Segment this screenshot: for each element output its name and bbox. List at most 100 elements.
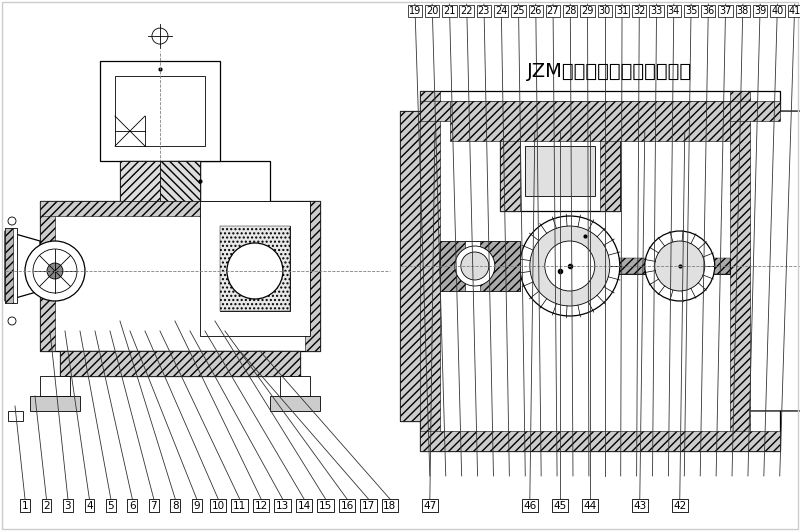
Text: 21: 21 — [443, 6, 455, 16]
Text: 10: 10 — [211, 501, 225, 511]
Text: JZM型系列传动端部件结构图: JZM型系列传动端部件结构图 — [527, 62, 692, 81]
Text: 14: 14 — [298, 501, 310, 511]
Text: 16: 16 — [340, 501, 354, 511]
Text: 17: 17 — [362, 501, 375, 511]
Bar — [60, 351, 300, 376]
Circle shape — [47, 263, 63, 279]
Bar — [420, 91, 440, 451]
Bar — [420, 101, 780, 121]
Text: 30: 30 — [598, 6, 611, 16]
Bar — [100, 61, 220, 161]
Text: 39: 39 — [754, 6, 766, 16]
Text: 5: 5 — [107, 501, 114, 511]
Text: 31: 31 — [616, 6, 628, 16]
Circle shape — [461, 252, 489, 280]
Bar — [120, 161, 160, 201]
Text: 22: 22 — [461, 6, 473, 16]
Text: 27: 27 — [546, 6, 559, 16]
Bar — [270, 396, 320, 411]
Circle shape — [227, 243, 283, 299]
Text: 1: 1 — [22, 501, 28, 511]
Circle shape — [33, 249, 77, 293]
Text: 40: 40 — [771, 6, 783, 16]
Text: 38: 38 — [737, 6, 749, 16]
Bar — [40, 201, 310, 216]
Text: 42: 42 — [673, 501, 686, 511]
Text: 15: 15 — [319, 501, 332, 511]
Bar — [220, 226, 290, 311]
Bar — [40, 201, 55, 351]
Text: 3: 3 — [65, 501, 71, 511]
Text: 23: 23 — [478, 6, 490, 16]
Bar — [305, 201, 320, 351]
Bar — [440, 241, 520, 291]
Bar — [220, 226, 290, 311]
Polygon shape — [5, 231, 40, 301]
Text: 28: 28 — [564, 6, 577, 16]
Bar — [420, 91, 780, 451]
Bar — [5, 228, 13, 303]
Text: 47: 47 — [423, 501, 437, 511]
Bar — [40, 376, 70, 396]
Bar — [400, 111, 430, 421]
Text: 34: 34 — [668, 6, 680, 16]
Text: 18: 18 — [383, 501, 397, 511]
Bar — [440, 258, 730, 274]
Text: 25: 25 — [512, 6, 525, 16]
Text: 6: 6 — [129, 501, 136, 511]
Bar — [280, 376, 310, 396]
Text: 46: 46 — [523, 501, 537, 511]
Bar — [500, 131, 620, 211]
Text: 4: 4 — [86, 501, 93, 511]
Text: 12: 12 — [254, 501, 268, 511]
Circle shape — [545, 241, 594, 291]
Bar — [440, 241, 465, 291]
Text: 9: 9 — [194, 501, 200, 511]
Text: 35: 35 — [685, 6, 698, 16]
Bar — [480, 241, 520, 291]
Text: 41: 41 — [789, 6, 800, 16]
FancyBboxPatch shape — [740, 111, 800, 411]
Bar — [525, 146, 594, 196]
Bar — [115, 76, 205, 146]
Circle shape — [654, 241, 705, 291]
Text: 2: 2 — [43, 501, 50, 511]
Bar — [160, 161, 200, 201]
Text: 19: 19 — [409, 6, 421, 16]
Bar — [450, 101, 730, 141]
Text: 20: 20 — [426, 6, 438, 16]
Text: 13: 13 — [276, 501, 289, 511]
Text: 7: 7 — [150, 501, 157, 511]
Bar — [60, 351, 300, 376]
Bar — [200, 201, 310, 336]
Circle shape — [25, 241, 85, 301]
Bar — [730, 91, 750, 451]
Bar — [120, 161, 200, 201]
Circle shape — [530, 226, 610, 306]
Text: 37: 37 — [719, 6, 732, 16]
Text: 24: 24 — [495, 6, 507, 16]
Text: 36: 36 — [702, 6, 714, 16]
Text: 8: 8 — [172, 501, 178, 511]
Text: 11: 11 — [233, 501, 246, 511]
Text: 26: 26 — [530, 6, 542, 16]
Circle shape — [8, 317, 16, 325]
Text: 44: 44 — [583, 501, 597, 511]
Circle shape — [455, 246, 495, 286]
Text: 33: 33 — [650, 6, 662, 16]
Circle shape — [645, 231, 714, 301]
Bar — [600, 131, 620, 211]
Bar — [5, 228, 17, 303]
Text: 43: 43 — [633, 501, 646, 511]
Bar — [440, 258, 730, 274]
Bar — [400, 111, 430, 421]
Bar — [420, 431, 780, 451]
Text: 29: 29 — [582, 6, 594, 16]
Text: 45: 45 — [553, 501, 566, 511]
Polygon shape — [40, 161, 320, 351]
Bar — [30, 396, 80, 411]
Text: 32: 32 — [633, 6, 646, 16]
Bar — [500, 131, 520, 211]
Circle shape — [520, 216, 620, 316]
Circle shape — [8, 217, 16, 225]
